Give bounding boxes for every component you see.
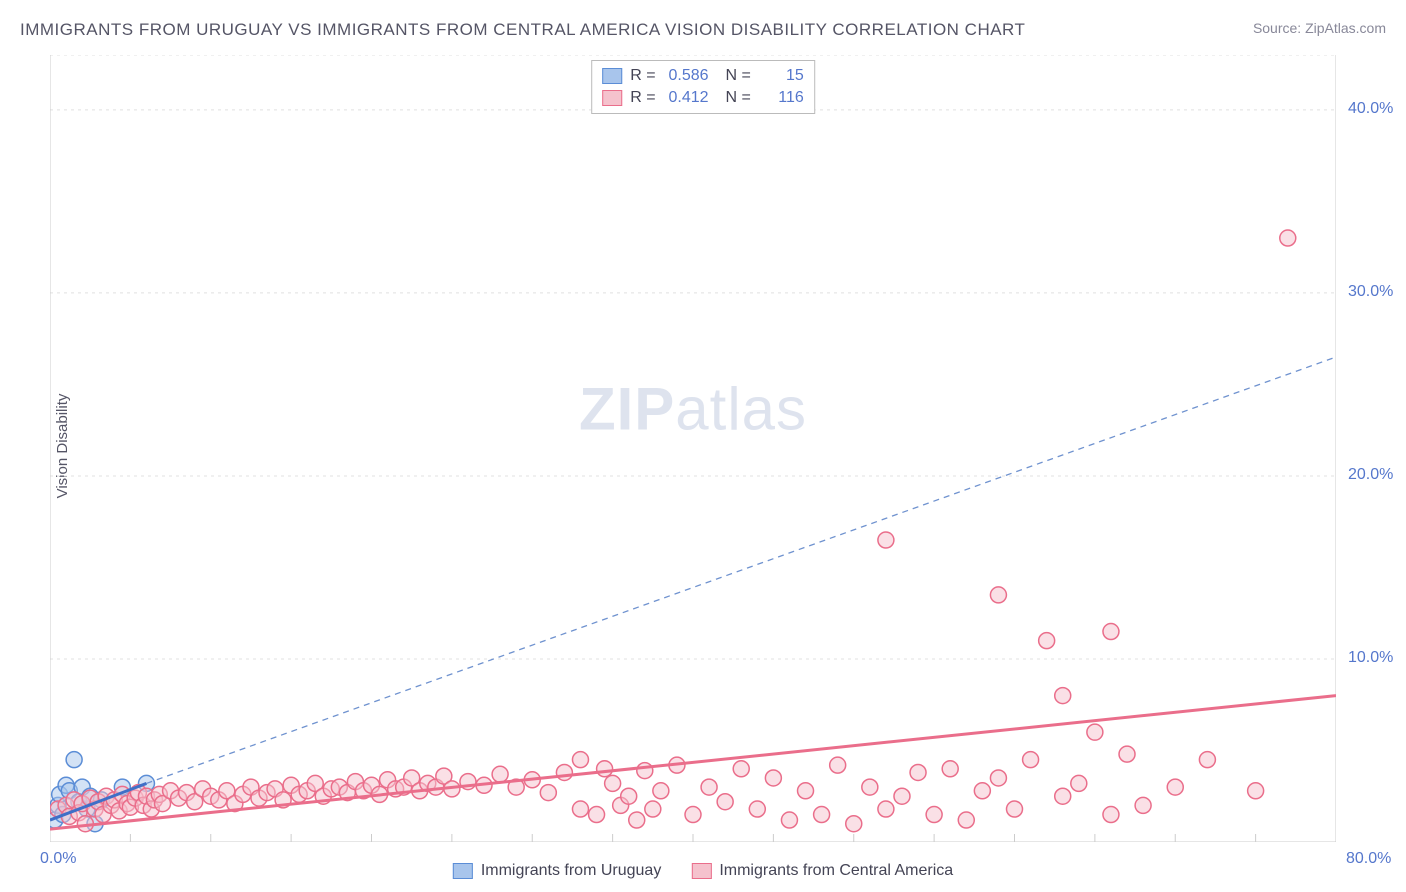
- r-value-uruguay: 0.586: [664, 67, 709, 85]
- axis-tick-label: 30.0%: [1348, 283, 1393, 301]
- chart-title: IMMIGRANTS FROM URUGUAY VS IMMIGRANTS FR…: [20, 20, 1025, 40]
- swatch-central-america: [602, 90, 622, 106]
- axis-tick-label: 20.0%: [1348, 466, 1393, 484]
- r-label: R =: [630, 89, 655, 107]
- source-attribution: Source: ZipAtlas.com: [1253, 20, 1386, 36]
- r-value-central-america: 0.412: [664, 89, 709, 107]
- swatch-central-america: [691, 863, 711, 879]
- legend-label: Immigrants from Uruguay: [481, 862, 662, 880]
- legend-row-central-america: R = 0.412 N = 116: [602, 87, 804, 109]
- series-legend: Immigrants from Uruguay Immigrants from …: [453, 862, 953, 880]
- legend-item-central-america: Immigrants from Central America: [691, 862, 953, 880]
- axis-tick-label: 40.0%: [1348, 100, 1393, 118]
- axis-tick-label: 80.0%: [1346, 850, 1391, 868]
- legend-item-uruguay: Immigrants from Uruguay: [453, 862, 662, 880]
- r-label: R =: [630, 67, 655, 85]
- axis-tick-label: 0.0%: [40, 850, 76, 868]
- swatch-uruguay: [453, 863, 473, 879]
- axis-tick-label: 10.0%: [1348, 649, 1393, 667]
- swatch-uruguay: [602, 68, 622, 84]
- n-value-uruguay: 15: [759, 67, 804, 85]
- n-value-central-america: 116: [759, 89, 804, 107]
- n-label: N =: [717, 89, 751, 107]
- correlation-legend: R = 0.586 N = 15 R = 0.412 N = 116: [591, 60, 815, 114]
- legend-row-uruguay: R = 0.586 N = 15: [602, 65, 804, 87]
- legend-label: Immigrants from Central America: [719, 862, 953, 880]
- plot-area: ZIPatlas: [50, 55, 1336, 842]
- scatter-chart: [50, 55, 1336, 842]
- n-label: N =: [717, 67, 751, 85]
